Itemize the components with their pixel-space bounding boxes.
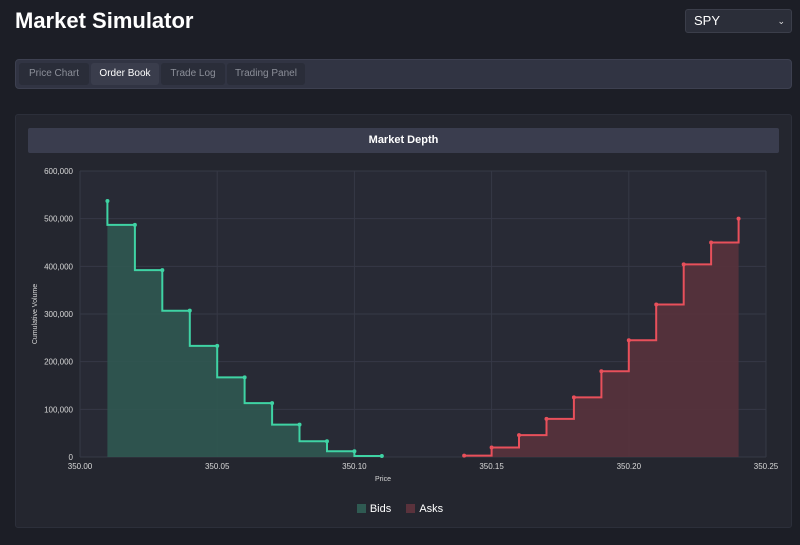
- bids-point: [105, 199, 110, 204]
- bids-point: [187, 308, 192, 313]
- bids-point: [324, 439, 329, 444]
- bids-point: [379, 454, 384, 459]
- chart-title: Market Depth: [28, 128, 779, 153]
- tab-bar: Price Chart Order Book Trade Log Trading…: [15, 59, 792, 89]
- x-tick-label: 350.10: [342, 462, 367, 471]
- bids-point: [352, 449, 357, 454]
- legend-swatch-bids: [356, 504, 366, 513]
- legend-item-bids[interactable]: Bids: [356, 503, 392, 515]
- bids-point: [160, 268, 165, 273]
- tab-price-chart[interactable]: Price Chart: [19, 63, 89, 85]
- y-tick-label: 100,000: [44, 405, 73, 414]
- bids-point: [215, 343, 220, 348]
- chevron-down-icon: ⌄: [777, 16, 785, 26]
- y-axis-label: Cumulative Volume: [32, 284, 39, 344]
- bids-point: [132, 222, 137, 227]
- legend-swatch-asks: [406, 504, 416, 513]
- y-tick-label: 300,000: [44, 310, 73, 319]
- symbol-select-value: SPY: [694, 13, 721, 28]
- asks-point: [517, 433, 522, 438]
- bids-point: [297, 422, 302, 427]
- asks-point: [462, 453, 467, 458]
- asks-point: [626, 338, 631, 343]
- asks-point: [736, 216, 741, 221]
- bids-area: [107, 201, 382, 457]
- legend-item-asks[interactable]: Asks: [406, 503, 443, 515]
- asks-point: [489, 445, 494, 450]
- bids-point: [270, 401, 275, 406]
- legend-label-bids: Bids: [369, 503, 392, 515]
- y-tick-label: 600,000: [44, 167, 73, 176]
- y-tick-label: 400,000: [44, 262, 73, 271]
- symbol-select[interactable]: SPY ⌄: [685, 9, 792, 33]
- bids-point: [242, 375, 247, 380]
- x-axis-label: Price: [375, 476, 391, 483]
- app-title: Market Simulator: [15, 8, 194, 33]
- x-tick-label: 350.15: [479, 462, 504, 471]
- chart-legend: Bids Asks: [0, 503, 800, 515]
- tab-trade-log[interactable]: Trade Log: [161, 63, 225, 85]
- y-tick-label: 200,000: [44, 358, 73, 367]
- asks-point: [599, 369, 604, 374]
- y-tick-label: 500,000: [44, 215, 73, 224]
- y-tick-label: 0: [69, 453, 74, 462]
- asks-point: [571, 395, 576, 400]
- x-tick-label: 350.20: [617, 462, 642, 471]
- asks-point: [709, 240, 714, 245]
- x-tick-label: 350.05: [205, 462, 230, 471]
- asks-point: [544, 416, 549, 421]
- legend-label-asks: Asks: [419, 503, 444, 515]
- x-tick-label: 350.25: [754, 462, 779, 471]
- tab-order-book[interactable]: Order Book: [91, 63, 159, 85]
- asks-area: [464, 218, 739, 457]
- tab-trading-panel[interactable]: Trading Panel: [227, 63, 305, 85]
- asks-point: [681, 262, 686, 267]
- app-header: Market Simulator SPY ⌄: [0, 0, 800, 50]
- asks-point: [654, 302, 659, 307]
- x-tick-label: 350.00: [68, 462, 93, 471]
